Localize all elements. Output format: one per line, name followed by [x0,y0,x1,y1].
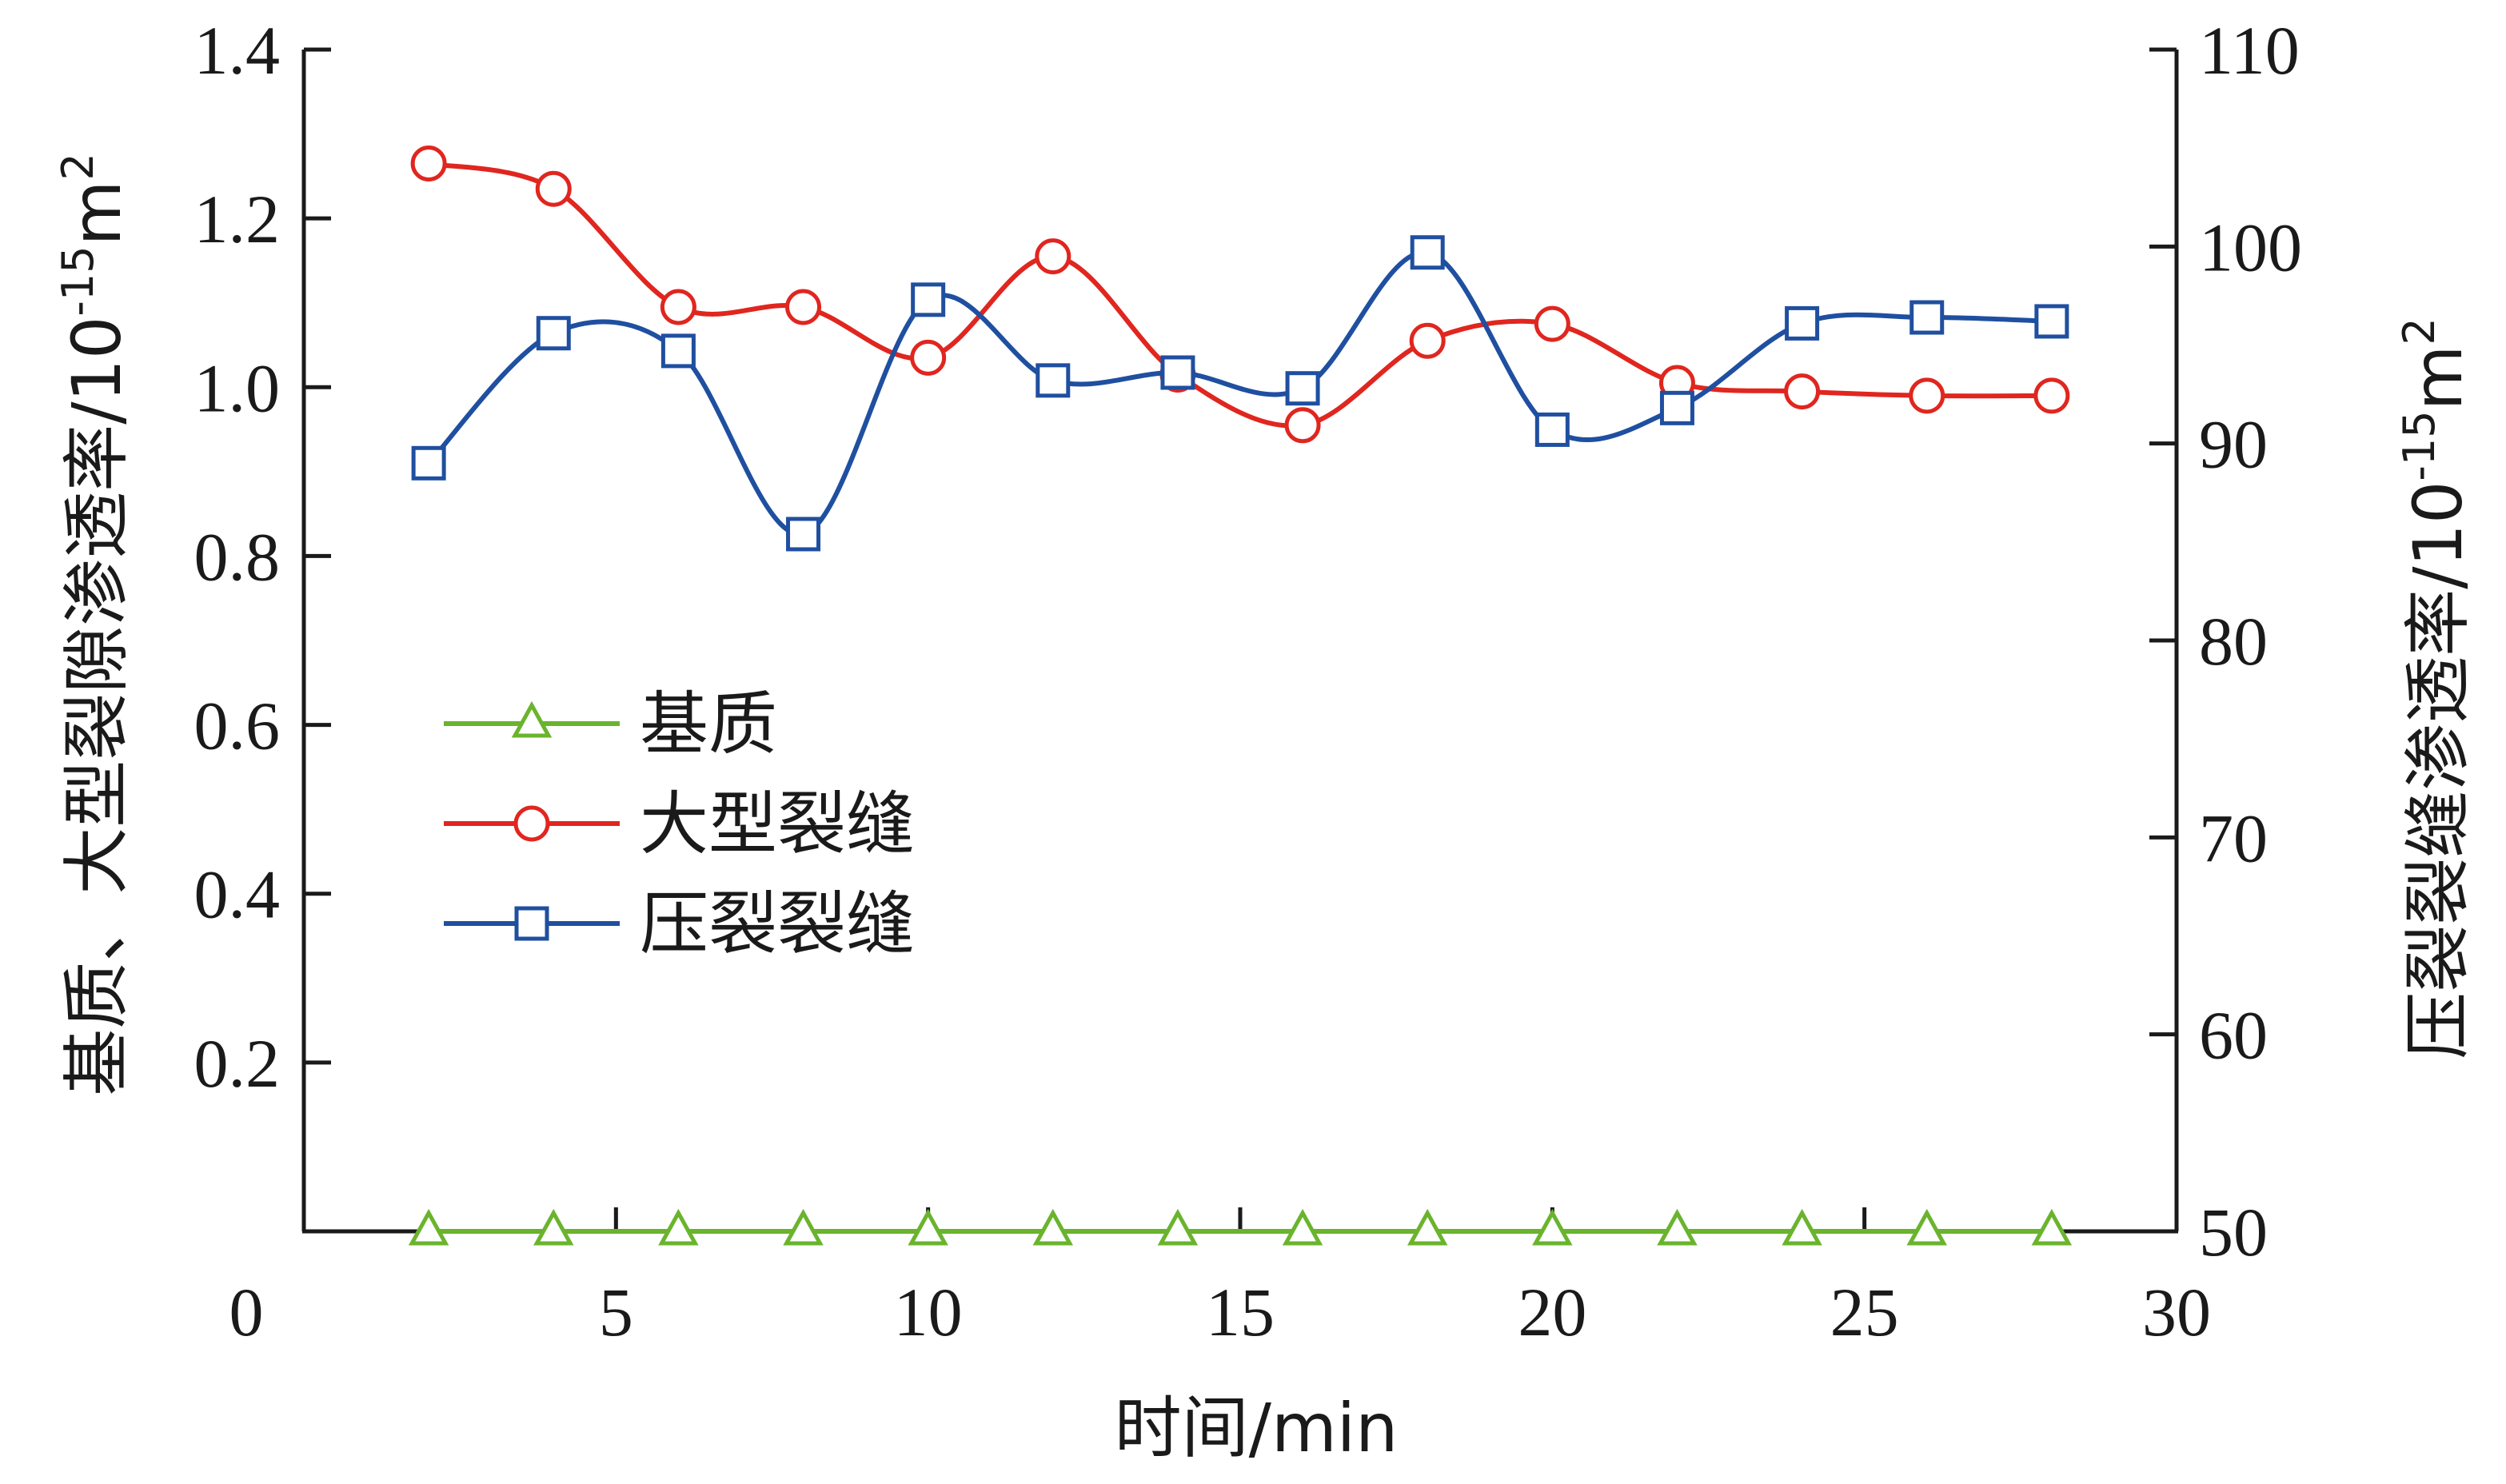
y-right-tick-label: 110 [2199,12,2300,89]
y-right-tick-label: 90 [2199,406,2268,483]
series-3-point [1285,371,1320,406]
y-right-axis-title-unit: m [2399,345,2477,411]
series-3-point [411,445,446,481]
y-right-tick-label: 100 [2199,209,2302,285]
legend-label: 大型裂缝 [640,784,915,864]
series-2-point [2033,377,2070,414]
y-left-tick-label: 0.2 [194,1025,281,1102]
series-1-point [1782,1208,1822,1246]
series-1-point [908,1208,948,1246]
series-1-point [1657,1208,1698,1246]
series-3-point [786,517,821,552]
series-3-point [1785,305,1820,341]
series-group [408,146,2073,1246]
series-2-point [1035,238,1071,275]
x-tick-label: 10 [894,1274,963,1350]
series-3-point [1659,390,1694,425]
series-1-point [1407,1208,1448,1246]
legend-item: 大型裂缝 [444,784,915,864]
y-right-tick-label: 60 [2199,997,2268,1074]
x-tick-label: 30 [2142,1274,2211,1350]
series-2-point [535,170,572,207]
series-3-point [911,282,946,317]
y-left-axis-title: 基质、大型裂隙渗透率/10-15m2 [53,153,136,1096]
series-1-point [1532,1208,1573,1246]
series-1-point [1906,1208,1947,1246]
y-left-tick-label: 1.2 [194,181,281,257]
axes-group [301,47,2179,1234]
x-tick-label: 5 [599,1274,633,1350]
y-right-tick-label: 70 [2199,800,2268,876]
y-right-axis-title-power: 2 [2394,317,2444,345]
x-tick-label: 0 [229,1274,264,1350]
series-2-point [785,289,822,325]
series-2-point [910,339,947,376]
series-3-point [2034,304,2069,339]
series-2-point [660,289,696,325]
series-3-point [660,333,696,369]
legend-label: 压裂裂缝 [640,884,915,964]
series-2-point [1784,373,1821,410]
y-right-axis-title: 压裂裂缝渗透率/10-15m2 [2394,317,2477,1059]
legend-swatch-marker [513,805,550,842]
series-3-point [1160,355,1195,390]
y-right-tick-label: 80 [2199,603,2268,680]
series-3 [411,235,2069,552]
legend-swatch-marker [514,906,549,941]
series-2-point [1534,305,1570,342]
legend-label: 基质 [640,684,777,764]
series-1-point [783,1208,824,1246]
y-left-tick-label: 0.4 [194,856,281,933]
y-left-axis-title-unit: m [58,181,136,246]
y-left-tick-label: 1.4 [194,12,281,89]
y-left-tick-label: 1.0 [194,349,281,426]
series-2 [410,146,2070,444]
series-1-point [2031,1208,2073,1246]
series-1-point [658,1208,699,1246]
y-right-axis-title-exponent: -15 [2394,410,2444,481]
series-3-point [1036,363,1071,398]
series-2-point [410,146,447,182]
series-1-point [408,1208,449,1246]
series-3-point [536,316,571,351]
y-left-axis-title-main: 基质、大型裂隙渗透率/10 [58,317,136,1096]
series-1 [408,1208,2073,1246]
series-2-point [1284,407,1321,444]
series-1-point [1032,1208,1074,1246]
y-left-axis-title-exponent: -15 [53,245,103,316]
x-tick-label: 20 [1518,1274,1586,1350]
series-2-point [1409,322,1446,359]
series-1-point [1282,1208,1323,1246]
x-axis-title: 时间/min [1115,1389,1399,1467]
y-left-tick-label: 0.6 [194,688,281,764]
legend-item: 基质 [444,684,777,764]
y-right-axis-title-main: 压裂裂缝渗透率/10 [2399,481,2477,1059]
labels-group: 0 5 10 15 20 25 30 0.2 0.4 0.6 0.8 1.0 1.2 1.4 50 60 70 8… [53,12,2477,1467]
series-1-point [1157,1208,1199,1246]
y-right-tick-label: 50 [2199,1194,2268,1271]
series-2-point [1909,377,1945,414]
y-left-axis-title-power: 2 [53,153,103,180]
legend-item: 压裂裂缝 [444,884,915,964]
series-3-point [1410,235,1445,270]
legend-swatch-marker [511,700,553,738]
series-1-point [533,1208,574,1246]
series-3-point [1534,412,1570,447]
y-left-tick-label: 0.8 [194,518,281,595]
x-tick-label: 25 [1830,1274,1899,1350]
series-3-point [1909,300,1945,335]
series-3-line [426,249,2052,537]
x-tick-label: 15 [1206,1274,1275,1350]
